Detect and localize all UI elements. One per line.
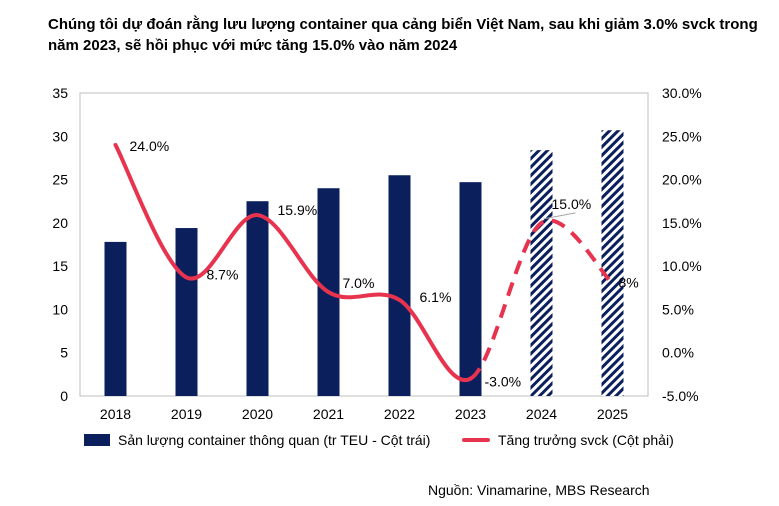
y-right-tick: 30.0%: [662, 85, 702, 101]
label-leader-2024: [543, 212, 576, 220]
x-tick-2023: 2023: [455, 406, 486, 422]
y-right-tick: 10.0%: [662, 258, 702, 274]
y-right-tick: -5.0%: [662, 388, 699, 404]
y-left-tick: 10: [52, 301, 68, 317]
x-tick-2019: 2019: [171, 406, 202, 422]
data-label-2020: 15.9%: [278, 202, 318, 218]
legend-line-label: Tăng trưởng svck (Cột phải): [498, 432, 674, 448]
y-left-tick: 15: [52, 258, 68, 274]
data-label-2021: 7.0%: [343, 275, 375, 291]
x-tick-2020: 2020: [242, 406, 273, 422]
plot-area-border: [79, 92, 649, 397]
y-left-tick: 30: [52, 128, 68, 144]
bar-2022: [388, 175, 411, 396]
bar-2024: [530, 150, 553, 396]
legend-bar-swatch: [84, 434, 110, 446]
bar-2023: [459, 182, 482, 396]
y-right-tick: 5.0%: [662, 301, 694, 317]
data-label-2023: -3.0%: [485, 374, 522, 390]
bar-2019: [175, 228, 198, 396]
legend-item-line: Tăng trưởng svck (Cột phải): [462, 432, 674, 448]
y-right-tick: 25.0%: [662, 128, 702, 144]
data-label-2024: 15.0%: [552, 196, 592, 212]
data-label-2022: 6.1%: [420, 289, 452, 305]
bar-2025: [601, 130, 624, 396]
legend-item-bars: Sản lượng container thông quan (tr TEU -…: [84, 432, 430, 448]
bar-2018: [104, 241, 127, 396]
y-left-tick: 0: [60, 388, 68, 404]
source-note: Nguồn: Vinamarine, MBS Research: [428, 482, 650, 498]
y-right-tick: 0.0%: [662, 345, 694, 361]
legend: Sản lượng container thông quan (tr TEU -…: [0, 432, 779, 452]
chart-title: Chúng tôi dự đoán rằng lưu lượng contain…: [48, 16, 758, 54]
y-left-tick: 25: [52, 172, 68, 188]
y-right-tick: 15.0%: [662, 215, 702, 231]
x-tick-2025: 2025: [597, 406, 628, 422]
x-tick-2022: 2022: [384, 406, 415, 422]
legend-bar-label: Sản lượng container thông quan (tr TEU -…: [118, 432, 431, 448]
data-label-2019: 8.7%: [207, 266, 239, 282]
growth-line-actual: [113, 142, 473, 383]
bar-2020: [246, 201, 269, 396]
y-left-tick: 5: [60, 345, 68, 361]
x-tick-2018: 2018: [100, 406, 131, 422]
x-tick-2024: 2024: [526, 406, 557, 422]
combo-chart: 24.0% 8.7% 15.9% 7.0% 6.1% -3.0% 15.0% 8% 0 5 10 1…: [52, 85, 702, 422]
x-tick-2021: 2021: [313, 406, 344, 422]
y-left-tick: 35: [52, 85, 68, 101]
legend-line-swatch: [462, 438, 490, 442]
y-right-tick: 20.0%: [662, 172, 702, 188]
y-left-tick: 20: [52, 215, 68, 231]
data-label-2025: 8%: [619, 274, 639, 290]
growth-line-forecast: [469, 218, 614, 381]
data-label-2018: 24.0%: [130, 138, 170, 154]
